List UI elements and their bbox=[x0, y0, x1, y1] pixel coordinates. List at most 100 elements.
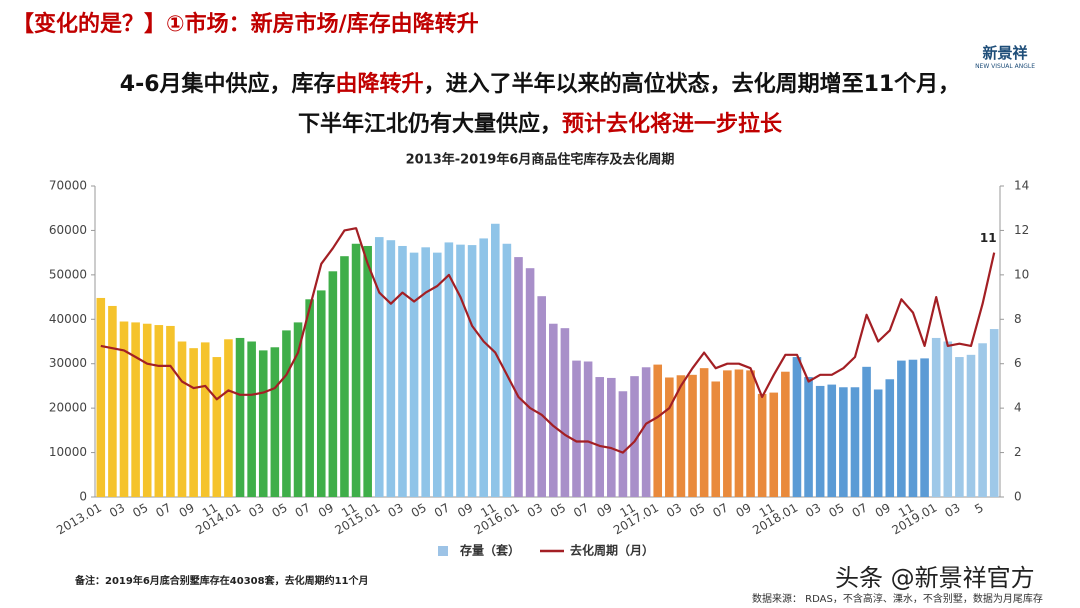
legend-swatch bbox=[438, 546, 448, 556]
data-label: 11 bbox=[980, 231, 997, 245]
bar bbox=[502, 243, 512, 497]
bar bbox=[839, 387, 848, 497]
bar bbox=[630, 376, 639, 497]
x-tick-label: 05 bbox=[687, 501, 707, 521]
x-tick-label: 11 bbox=[618, 501, 638, 521]
x-tick-label: 03 bbox=[107, 501, 127, 521]
bar bbox=[653, 364, 663, 497]
bar bbox=[943, 341, 953, 497]
bar bbox=[955, 357, 964, 497]
bar bbox=[966, 354, 976, 497]
x-tick-label: 09 bbox=[873, 501, 893, 521]
bar bbox=[908, 359, 918, 497]
x-tick-label: 09 bbox=[455, 501, 475, 521]
y-tick-label: 40000 bbox=[49, 312, 87, 326]
x-tick-label: 09 bbox=[594, 501, 614, 521]
bar bbox=[734, 369, 744, 497]
y-tick-label: 70000 bbox=[49, 179, 87, 193]
x-tick-label: 2013.01 bbox=[54, 501, 104, 538]
bar bbox=[815, 385, 825, 497]
headline-segment: 4-6月集中供应，库存 bbox=[119, 72, 336, 97]
bar bbox=[572, 360, 581, 497]
y-tick-label: 0 bbox=[79, 490, 87, 504]
headline: 下半年江北仍有大量供应，预计去化将进一步拉长 bbox=[0, 106, 1080, 138]
headline-segment: 由降转升 bbox=[335, 72, 424, 97]
x-tick-label: 2016.01 bbox=[472, 501, 522, 538]
x-tick-label: 09 bbox=[734, 501, 754, 521]
y-tick-label: 30000 bbox=[49, 356, 87, 370]
y2-tick-label: 8 bbox=[1014, 312, 1022, 326]
bar bbox=[316, 290, 326, 497]
bar bbox=[607, 377, 616, 497]
y2-tick-label: 2 bbox=[1014, 445, 1022, 459]
bar bbox=[804, 377, 813, 497]
x-tick-label: 03 bbox=[803, 501, 823, 521]
y2-tick-label: 10 bbox=[1014, 267, 1029, 281]
bar bbox=[444, 242, 454, 497]
bar bbox=[490, 223, 500, 497]
x-tick-label: 09 bbox=[316, 501, 336, 521]
x-tick-label: 11 bbox=[896, 501, 916, 521]
bar bbox=[247, 341, 256, 497]
logo-subtext: NEW VISUAL ANGLE bbox=[975, 63, 1035, 70]
x-tick-label: 03 bbox=[525, 501, 545, 521]
line bbox=[100, 227, 996, 454]
bar bbox=[746, 370, 755, 497]
bar bbox=[560, 328, 570, 497]
bar bbox=[723, 370, 732, 497]
logo: 新景祥 NEW VISUAL ANGLE bbox=[975, 42, 1035, 70]
bar bbox=[618, 391, 628, 497]
bar bbox=[850, 387, 860, 497]
y2-tick-label: 4 bbox=[1014, 401, 1022, 415]
logo-text: 新景祥 bbox=[982, 44, 1028, 62]
bar bbox=[769, 392, 779, 497]
bar bbox=[293, 322, 303, 497]
x-tick-label: 05 bbox=[130, 501, 150, 521]
x-tick-label: 5 bbox=[972, 501, 986, 517]
bar bbox=[467, 245, 477, 497]
x-tick-label: 03 bbox=[385, 501, 405, 521]
bar bbox=[282, 330, 291, 497]
x-tick-label: 03 bbox=[942, 501, 962, 521]
bar bbox=[525, 268, 535, 497]
bar bbox=[665, 377, 674, 497]
bar bbox=[212, 357, 222, 497]
headline-segment: ，进入了半年以来的高位状态，去化周期增至11个月， bbox=[423, 72, 961, 97]
bar bbox=[96, 297, 106, 497]
bar bbox=[676, 375, 686, 497]
bar bbox=[177, 341, 187, 497]
legend-label: 存量（套） bbox=[459, 543, 520, 558]
bar bbox=[328, 271, 338, 497]
x-tick-label: 05 bbox=[826, 501, 846, 521]
bar bbox=[131, 322, 140, 497]
x-tick-label: 09 bbox=[177, 501, 197, 521]
x-tick-label: 05 bbox=[548, 501, 568, 521]
bar bbox=[757, 393, 767, 497]
bar bbox=[409, 252, 419, 497]
bar bbox=[386, 240, 396, 497]
x-tick-label: 03 bbox=[664, 501, 684, 521]
bar bbox=[931, 337, 941, 497]
y-tick-label: 50000 bbox=[49, 267, 87, 281]
bar bbox=[989, 329, 999, 497]
bar bbox=[549, 323, 558, 497]
bar bbox=[688, 374, 697, 497]
bar bbox=[583, 361, 593, 497]
x-tick-label: 07 bbox=[153, 501, 173, 521]
bar bbox=[363, 245, 372, 497]
source: 数据来源： RDAS，不含高淳、溧水，不含别墅，数据为月尾库存 bbox=[752, 594, 1043, 605]
x-tick-label: 07 bbox=[850, 501, 870, 521]
x-tick-label: 05 bbox=[269, 501, 289, 521]
bar bbox=[792, 357, 802, 497]
legend-label: 去化周期（月） bbox=[570, 543, 654, 558]
bar bbox=[270, 347, 280, 497]
x-tick-label: 11 bbox=[200, 501, 220, 521]
x-tick-label: 2018.01 bbox=[750, 501, 800, 538]
headline-segment: 预计去化将进一步拉长 bbox=[562, 112, 783, 137]
x-tick-label: 2015.01 bbox=[333, 501, 383, 538]
bar bbox=[305, 299, 314, 497]
watermark: 头条 @新景祥官方 bbox=[835, 564, 1035, 592]
x-tick-label: 2017.01 bbox=[611, 501, 661, 538]
x-tick-label: 2019.01 bbox=[889, 501, 939, 538]
bar bbox=[537, 296, 546, 497]
